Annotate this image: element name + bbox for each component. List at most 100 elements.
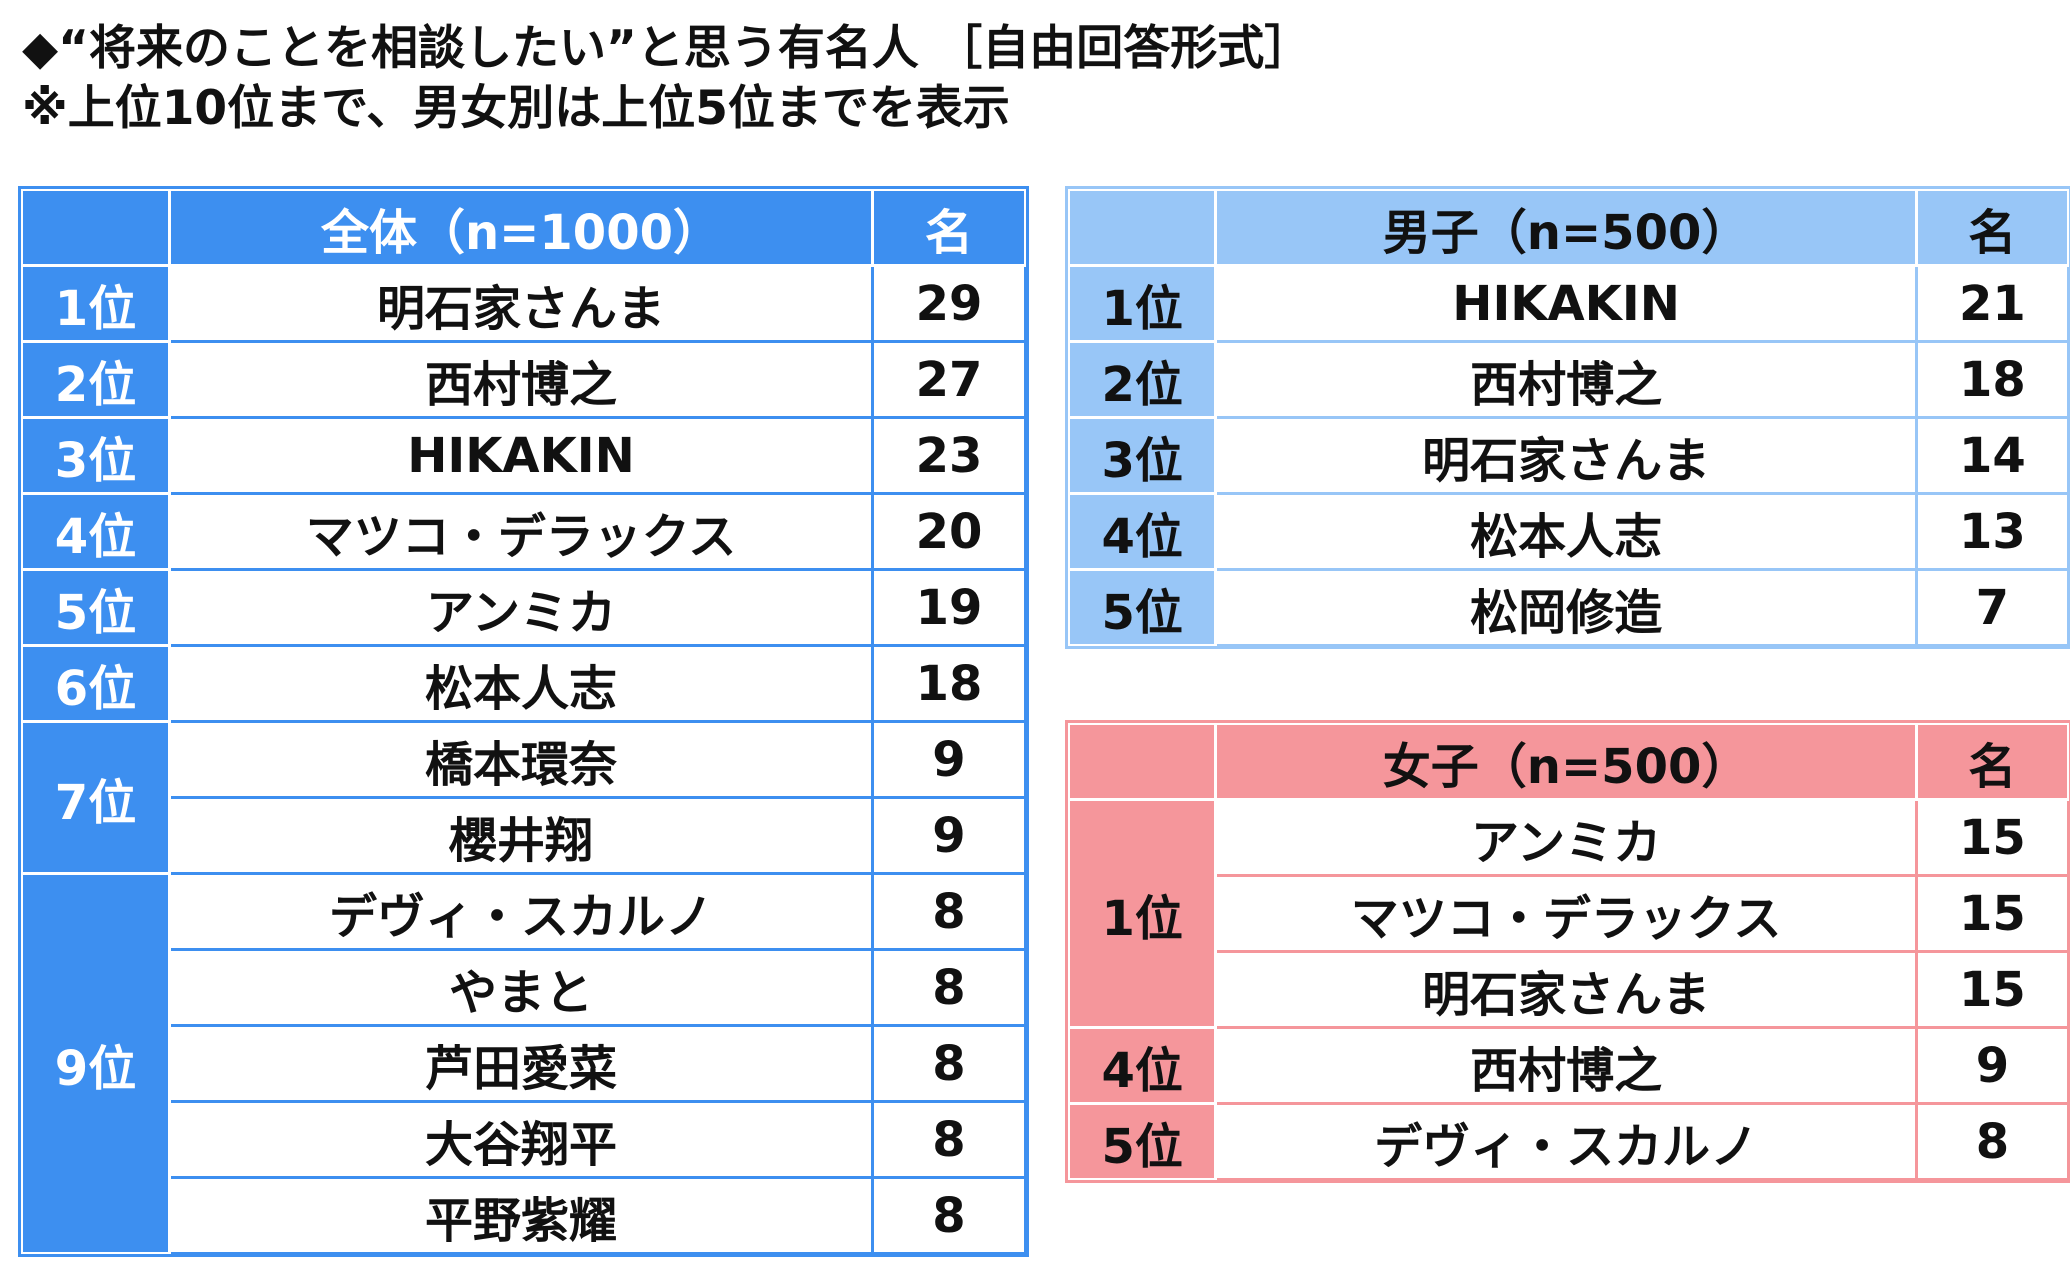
- total-header: 全体（n=1000）: [168, 188, 874, 267]
- count-cell: 18: [1914, 340, 2070, 419]
- rank-cell: 1位: [1066, 264, 1218, 343]
- rank-cell: 1位: [20, 264, 171, 343]
- table-row: 4位 マツコ・デラックス 20: [20, 492, 1027, 571]
- male-ranking-table: 男子（n=500） 名 1位 HIKAKIN 21 2位 西村博之 18 3位 明石家さんま 1…: [1065, 186, 2070, 649]
- count-cell: 27: [871, 340, 1027, 419]
- celebrity-name-cell: アンミカ: [1214, 798, 1918, 877]
- celebrity-name-cell: 橋本環奈: [168, 720, 874, 799]
- table-row: 7位 橋本環奈 9: [20, 720, 1027, 875]
- count-cell: 8: [871, 872, 1027, 951]
- rank-cell: 6位: [20, 644, 171, 723]
- count-cell: 29: [871, 264, 1027, 343]
- rank-cell: 5位: [1066, 568, 1218, 647]
- celebrity-name-cell: デヴィ・スカルノ: [1214, 1102, 1918, 1181]
- count-cell: 8: [871, 1024, 1027, 1103]
- celebrity-name-cell: 明石家さんま: [168, 264, 874, 343]
- table-row: 4位 松本人志 13: [1066, 492, 2070, 571]
- rank-cell: 4位: [20, 492, 171, 571]
- celebrity-name-cell: 櫻井翔: [168, 796, 874, 875]
- rank-header-cell: [20, 188, 171, 267]
- title-line-2: ※上位10位まで、男女別は上位5位までを表示: [22, 81, 1010, 136]
- count-cell: 15: [1914, 950, 2070, 1029]
- table-row: 2位 西村博之 18: [1066, 340, 2070, 419]
- celebrity-name-cell: 大谷翔平: [168, 1100, 874, 1179]
- celebrity-name-cell: 西村博之: [1214, 340, 1918, 419]
- celebrity-name-cell: デヴィ・スカルノ: [168, 872, 874, 951]
- celebrity-name-cell: HIKAKIN: [1214, 264, 1918, 343]
- count-cell: 8: [871, 948, 1027, 1027]
- table-row: 1位 HIKAKIN 21: [1066, 264, 2070, 343]
- title-line-1: ◆“将来のことを相談したい”と思う有名人 ［自由回答形式］: [22, 21, 1312, 76]
- female-header: 女子（n=500）: [1214, 722, 1918, 801]
- count-cell: 8: [1914, 1102, 2070, 1181]
- table-row: やまと 8: [22, 948, 1027, 1027]
- table-row: 9位 デヴィ・スカルノ 8: [20, 872, 1027, 1255]
- rank-cell: 2位: [20, 340, 171, 419]
- table-row: マツコ・デラックス 15: [1069, 874, 2070, 953]
- table-row: 3位 明石家さんま 14: [1066, 416, 2070, 495]
- table-row: 6位 松本人志 18: [20, 644, 1027, 723]
- celebrity-name-cell: 西村博之: [168, 340, 874, 419]
- count-cell: 9: [1914, 1026, 2070, 1105]
- rank-cell: 4位: [1066, 1026, 1218, 1105]
- rank-cell: 5位: [1066, 1102, 1218, 1181]
- rank-cell: 3位: [20, 416, 171, 495]
- table-header-row: 男子（n=500） 名: [1066, 188, 2070, 267]
- count-cell: 19: [871, 568, 1027, 647]
- celebrity-name-cell: 松本人志: [168, 644, 874, 723]
- count-cell: 14: [1914, 416, 2070, 495]
- count-cell: 8: [871, 1100, 1027, 1179]
- count-cell: 18: [871, 644, 1027, 723]
- male-header: 男子（n=500）: [1214, 188, 1918, 267]
- table-header-row: 全体（n=1000） 名: [20, 188, 1027, 267]
- celebrity-name-cell: 松本人志: [1214, 492, 1918, 571]
- celebrity-name-cell: アンミカ: [168, 568, 874, 647]
- rank-cell: 2位: [1066, 340, 1218, 419]
- count-cell: 7: [1914, 568, 2070, 647]
- table-row: 1位 アンミカ 15: [1066, 798, 2070, 1029]
- total-ranking-table: 全体（n=1000） 名 1位 明石家さんま 29 2位 西村博之 27 3位 HIKAKIN…: [18, 186, 1029, 1257]
- rank-cell: 5位: [20, 568, 171, 647]
- rank-cell: 1位: [1066, 798, 1218, 1029]
- celebrity-name-cell: やまと: [168, 948, 874, 1027]
- table-row: 5位 松岡修造 7: [1066, 568, 2070, 647]
- celebrity-name-cell: 西村博之: [1214, 1026, 1918, 1105]
- table-row: 5位 アンミカ 19: [20, 568, 1027, 647]
- celebrity-name-cell: 平野紫耀: [168, 1176, 874, 1255]
- table-row: 明石家さんま 15: [1069, 950, 2070, 1029]
- table-row: 1位 明石家さんま 29: [20, 264, 1027, 343]
- table-row: 平野紫耀 8: [22, 1176, 1027, 1255]
- table-row: 芦田愛菜 8: [22, 1024, 1027, 1103]
- count-cell: 8: [871, 1176, 1027, 1255]
- table-row: 4位 西村博之 9: [1066, 1026, 2070, 1105]
- rank-cell: 7位: [20, 720, 171, 875]
- table-header-row: 女子（n=500） 名: [1066, 722, 2070, 801]
- celebrity-name-cell: 明石家さんま: [1214, 416, 1918, 495]
- count-cell: 15: [1914, 874, 2070, 953]
- table-row: 5位 デヴィ・スカルノ 8: [1066, 1102, 2070, 1181]
- rank-cell: 3位: [1066, 416, 1218, 495]
- rank-cell: 9位: [20, 872, 171, 1255]
- count-cell: 13: [1914, 492, 2070, 571]
- celebrity-name-cell: 芦田愛菜: [168, 1024, 874, 1103]
- count-cell: 9: [871, 796, 1027, 875]
- count-cell: 23: [871, 416, 1027, 495]
- table-row: 櫻井翔 9: [22, 796, 1027, 875]
- rank-header-cell: [1066, 722, 1218, 801]
- table-row: 3位 HIKAKIN 23: [20, 416, 1027, 495]
- count-cell: 9: [871, 720, 1027, 799]
- count-cell: 15: [1914, 798, 2070, 877]
- table-row: 大谷翔平 8: [22, 1100, 1027, 1179]
- celebrity-name-cell: 松岡修造: [1214, 568, 1918, 647]
- female-ranking-table: 女子（n=500） 名 1位 アンミカ 15 マツコ・デラックス 15 明石家さんま 15 4…: [1065, 720, 2070, 1183]
- celebrity-name-cell: マツコ・デラックス: [1214, 874, 1918, 953]
- celebrity-name-cell: HIKAKIN: [168, 416, 874, 495]
- unit-header: 名: [1914, 188, 2070, 267]
- rank-cell: 4位: [1066, 492, 1218, 571]
- count-cell: 21: [1914, 264, 2070, 343]
- celebrity-name-cell: 明石家さんま: [1214, 950, 1918, 1029]
- table-row: 2位 西村博之 27: [20, 340, 1027, 419]
- rank-header-cell: [1066, 188, 1218, 267]
- count-cell: 20: [871, 492, 1027, 571]
- unit-header: 名: [1914, 722, 2070, 801]
